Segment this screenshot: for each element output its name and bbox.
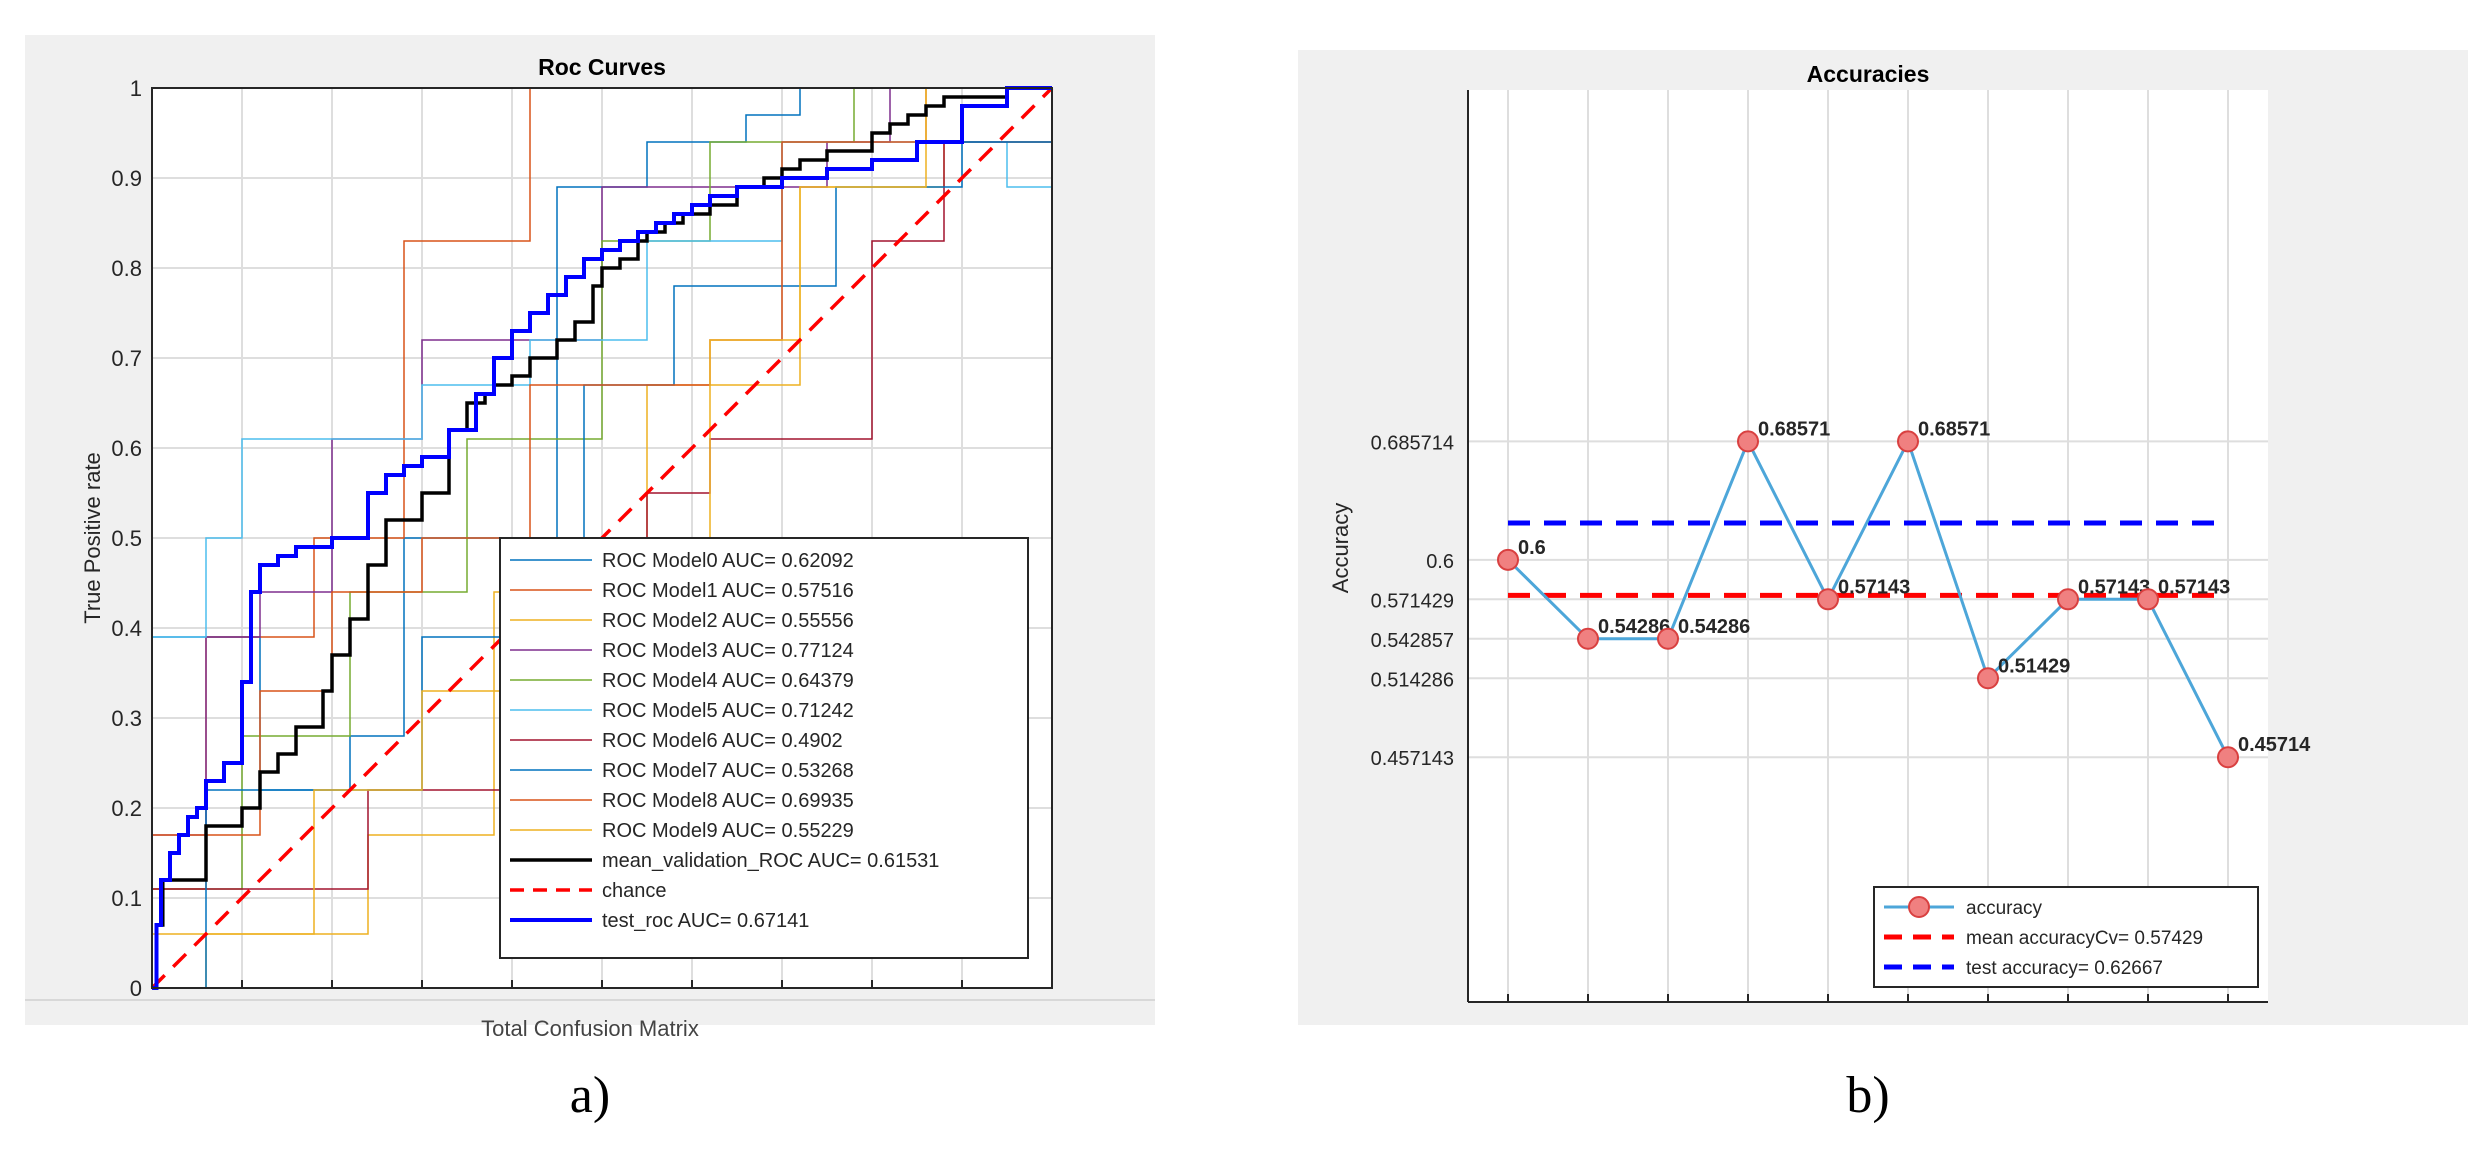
- acc-y-tick-label: 0.571429: [1371, 590, 1454, 612]
- roc-legend-label: test_roc AUC= 0.67141: [602, 910, 809, 932]
- acc-point-label: 0.54286: [1598, 616, 1670, 638]
- acc-series-line: [1506, 437, 2230, 758]
- acc-point-label: 0.57143: [2078, 576, 2150, 598]
- roc-legend-box: [499, 537, 1029, 959]
- acc-series: 0.6 0.54286 0.54286 0.68571 0.57143 0.68571 0.…: [1497, 418, 2311, 769]
- roc-legend-label: ROC Model7 AUC= 0.53268: [602, 760, 854, 782]
- roc-series-line: [152, 86, 1052, 990]
- roc-ticks: 0 0.1 0.2 0.3 0.4 0.5 0.6 0.7 0.8 0.9 1: [111, 76, 1053, 1001]
- caption-a: a): [570, 1067, 610, 1124]
- roc-legend: ROC Model0 AUC= 0.62092 ROC Model1 AUC= 0…: [499, 537, 1029, 959]
- acc-point-marker: [2217, 746, 2239, 769]
- roc-legend-label: chance: [602, 880, 667, 902]
- acc-y-axis-label: Accuracy: [1328, 503, 1353, 593]
- roc-y-tick-label: 0.4: [111, 616, 142, 641]
- roc-y-tick-label: 0.3: [111, 706, 142, 731]
- acc-point-marker: [1577, 627, 1599, 650]
- acc-y-tick-label: 0.514286: [1371, 669, 1454, 691]
- acc-y-tick-label: 0.457143: [1371, 748, 1454, 770]
- roc-y-tick-label: 0.5: [111, 526, 142, 551]
- acc-point-label: 0.45714: [2238, 734, 2311, 756]
- acc-legend: accuracy mean accuracyCv= 0.57429 test acc…: [1873, 886, 2259, 988]
- acc-y-tick-label: 0.685714: [1371, 432, 1454, 454]
- caption-b: b): [1846, 1067, 1889, 1124]
- acc-point-label: 0.51429: [1998, 655, 2070, 677]
- roc-chart-title: Roc Curves: [538, 54, 666, 80]
- roc-legend-label: ROC Model5 AUC= 0.71242: [602, 700, 854, 722]
- roc-legend-label: ROC Model6 AUC= 0.4902: [602, 730, 843, 752]
- acc-point-label: 0.68571: [1918, 418, 1990, 440]
- acc-point-label: 0.54286: [1678, 616, 1750, 638]
- acc-point-marker: [2057, 588, 2079, 611]
- acc-point-label: 0.6: [1518, 537, 1546, 559]
- roc-legend-label: ROC Model4 AUC= 0.64379: [602, 670, 854, 692]
- roc-y-tick-label: 0.2: [111, 796, 142, 821]
- acc-legend-marker: [1908, 896, 1930, 918]
- roc-legend-label: ROC Model2 AUC= 0.55556: [602, 610, 854, 632]
- panel-a: Total Confusion Matrix 00.10.20.30.40.50…: [25, 35, 1155, 1041]
- roc-y-tick-label: 0.8: [111, 256, 142, 281]
- acc-legend-label: mean accuracyCv= 0.57429: [1966, 928, 2203, 949]
- acc-legend-box: [1873, 886, 2259, 988]
- panel-a-window-bottom-text: Total Confusion Matrix: [481, 1016, 699, 1041]
- acc-ticks: 0.457143 0.514286 0.542857 0.571429 0.6 0.685…: [1371, 432, 2229, 1002]
- acc-y-tick-label: 0.6: [1426, 551, 1454, 573]
- roc-series: [150, 86, 1054, 990]
- acc-point-marker: [1897, 430, 1919, 453]
- roc-legend-label: ROC Model3 AUC= 0.77124: [602, 640, 854, 662]
- acc-point-marker: [1737, 430, 1759, 453]
- roc-y-tick-label: 0.6: [111, 436, 142, 461]
- acc-point-marker: [1497, 548, 1519, 571]
- acc-point-label: 0.57143: [1838, 576, 1910, 598]
- acc-point-label: 0.57143: [2158, 576, 2230, 598]
- roc-legend-label: ROC Model1 AUC= 0.57516: [602, 580, 854, 602]
- roc-y-axis-label: True Positive rate: [80, 452, 105, 624]
- acc-chart-title: Accuracies: [1807, 61, 1930, 87]
- panel-b: 0.60.54286 0.542860.685710.571430.685710.…: [1298, 50, 2468, 1025]
- acc-legend-label: accuracy: [1966, 898, 2043, 919]
- roc-legend-label: ROC Model0 AUC= 0.62092: [602, 550, 854, 572]
- acc-point-marker: [1817, 588, 1839, 611]
- acc-legend-label: test accuracy= 0.62667: [1966, 958, 2163, 979]
- acc-point-marker: [1657, 627, 1679, 650]
- roc-series-line: [152, 86, 1052, 990]
- roc-legend-label: ROC Model9 AUC= 0.55229: [602, 820, 854, 842]
- roc-y-tick-label: 0.9: [111, 166, 142, 191]
- roc-legend-label: ROC Model8 AUC= 0.69935: [602, 790, 854, 812]
- roc-legend-label: mean_validation_ROC AUC= 0.61531: [602, 850, 939, 872]
- roc-y-tick-label: 0.1: [111, 886, 142, 911]
- acc-point-label: 0.68571: [1758, 418, 1830, 440]
- roc-y-tick-label: 1: [130, 76, 142, 101]
- acc-y-tick-label: 0.542857: [1371, 630, 1454, 652]
- acc-point-marker: [2137, 588, 2159, 611]
- acc-point-marker: [1977, 667, 1999, 690]
- roc-y-tick-label: 0.7: [111, 346, 142, 371]
- roc-y-tick-label: 0: [130, 976, 142, 1001]
- panel-b-axes-bg: [1468, 90, 2268, 1002]
